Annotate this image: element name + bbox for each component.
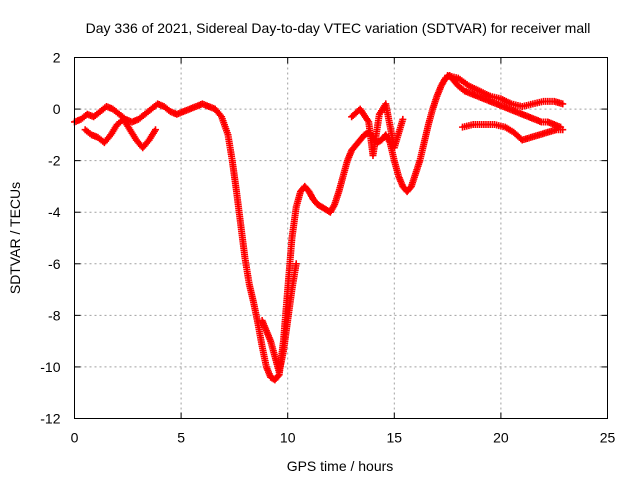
y-tick-label: 0 <box>53 101 61 117</box>
y-tick-label: -8 <box>48 307 61 323</box>
x-tick-label: 20 <box>493 430 509 446</box>
data-layer <box>71 72 567 384</box>
y-tick-label: -10 <box>40 359 60 375</box>
axis-layer: 0 5 10 15 20 25 -12 -10 -8 -6 -4 -2 0 2 <box>40 50 615 446</box>
x-tick-label: 10 <box>280 430 296 446</box>
data-point <box>292 260 300 268</box>
series-group <box>444 72 567 110</box>
data-point <box>399 115 407 123</box>
series-group <box>348 100 407 159</box>
x-tick-label: 25 <box>600 430 616 446</box>
y-tick-label: -4 <box>48 204 61 220</box>
y-tick-label: 2 <box>53 50 61 66</box>
x-axis-label: GPS time / hours <box>287 458 394 474</box>
data-point <box>559 126 567 134</box>
y-tick-label: -2 <box>48 153 61 169</box>
chart-title: Day 336 of 2021, Sidereal Day-to-day VTE… <box>86 20 591 36</box>
y-tick-label: -12 <box>40 411 60 427</box>
data-point <box>152 126 160 134</box>
series-group <box>71 72 565 384</box>
x-tick-label: 5 <box>177 430 185 446</box>
y-tick-label: -6 <box>48 256 61 272</box>
x-tick-label: 0 <box>71 430 79 446</box>
x-tick-label: 15 <box>387 430 403 446</box>
y-axis-label: SDTVAR / TECUs <box>7 182 23 294</box>
series-group <box>258 260 300 376</box>
data-point <box>559 100 567 108</box>
plot-frame <box>74 57 608 419</box>
series-group <box>459 121 567 144</box>
series-group <box>81 115 160 152</box>
grid-layer <box>74 57 608 419</box>
